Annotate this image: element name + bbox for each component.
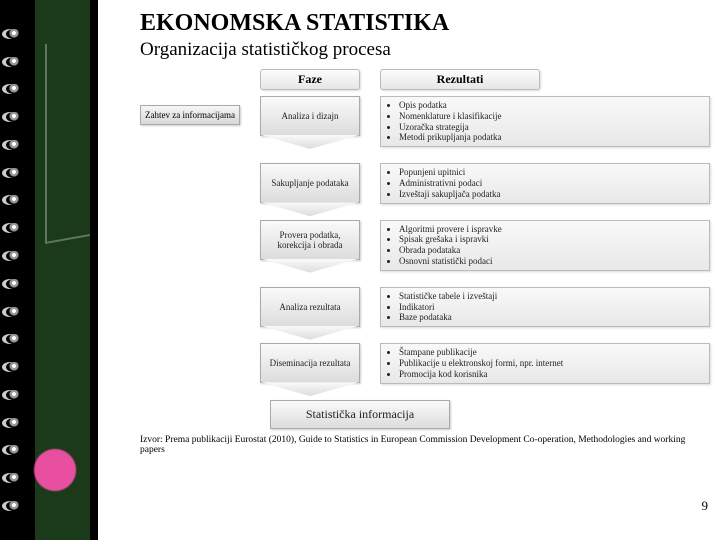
phase-box-5: Diseminacija rezultata bbox=[260, 343, 360, 383]
phase-box-1: Analiza i dizajn bbox=[260, 96, 360, 136]
page-number: 9 bbox=[702, 498, 709, 514]
phase-label: Provera podatka, korekcija i obrada bbox=[265, 230, 355, 250]
result-item: Uzoračka strategija bbox=[399, 122, 703, 133]
result-item: Baze podataka bbox=[399, 312, 703, 323]
result-item: Metodi prikupljanja podatka bbox=[399, 132, 703, 143]
result-item: Opis podatka bbox=[399, 100, 703, 111]
page-subtitle: Organizacija statističkog procesa bbox=[140, 39, 710, 61]
input-box: Zahtev za informacijama bbox=[140, 105, 240, 125]
input-box-label: Zahtev za informacijama bbox=[145, 110, 235, 120]
result-item: Nomenklature i klasifikacije bbox=[399, 111, 703, 122]
column-header-phases: Faze bbox=[260, 69, 360, 90]
result-item: Popunjeni upitnici bbox=[399, 167, 703, 178]
result-box-2: Popunjeni upitnici Administrativni podac… bbox=[380, 163, 710, 203]
result-item: Promocija kod korisnika bbox=[399, 369, 703, 380]
slide-left-decoration bbox=[0, 0, 100, 540]
result-item: Indikatori bbox=[399, 302, 703, 313]
phase-box-2: Sakupljanje podataka bbox=[260, 163, 360, 203]
slide-content: EKONOMSKA STATISTIKA Organizacija statis… bbox=[140, 10, 710, 532]
page-title: EKONOMSKA STATISTIKA bbox=[140, 10, 710, 37]
result-item: Štampane publikacije bbox=[399, 347, 703, 358]
result-item: Spisak grešaka i ispravki bbox=[399, 234, 703, 245]
source-citation: Izvor: Prema publikaciji Eurostat (2010)… bbox=[140, 435, 710, 455]
result-item: Administrativni podaci bbox=[399, 178, 703, 189]
phase-box-4: Analiza rezultata bbox=[260, 287, 360, 327]
phase-label: Diseminacija rezultata bbox=[270, 358, 351, 368]
column-header-results: Rezultati bbox=[380, 69, 540, 90]
result-box-3: Algoritmi provere i ispravke Spisak greš… bbox=[380, 220, 710, 271]
process-diagram: Faze Rezultati Zahtev za informacijama A… bbox=[140, 69, 710, 429]
final-output-label: Statistička informacija bbox=[306, 407, 414, 421]
phase-label: Analiza i dizajn bbox=[282, 111, 339, 121]
result-item: Algoritmi provere i ispravke bbox=[399, 224, 703, 235]
result-item: Publikacije u elektronskoj formi, npr. i… bbox=[399, 358, 703, 369]
phase-label: Analiza rezultata bbox=[279, 302, 340, 312]
result-box-1: Opis podatka Nomenklature i klasifikacij… bbox=[380, 96, 710, 147]
result-box-5: Štampane publikacije Publikacije u elekt… bbox=[380, 343, 710, 383]
phase-box-3: Provera podatka, korekcija i obrada bbox=[260, 220, 360, 260]
result-item: Izveštaji sakupljača podatka bbox=[399, 189, 703, 200]
result-item: Obrada podataka bbox=[399, 245, 703, 256]
phase-label: Sakupljanje podataka bbox=[271, 178, 348, 188]
result-item: Osnovni statistički podaci bbox=[399, 256, 703, 267]
result-box-4: Statističke tabele i izveštaji Indikator… bbox=[380, 287, 710, 327]
final-output-box: Statistička informacija bbox=[270, 400, 450, 429]
result-item: Statističke tabele i izveštaji bbox=[399, 291, 703, 302]
